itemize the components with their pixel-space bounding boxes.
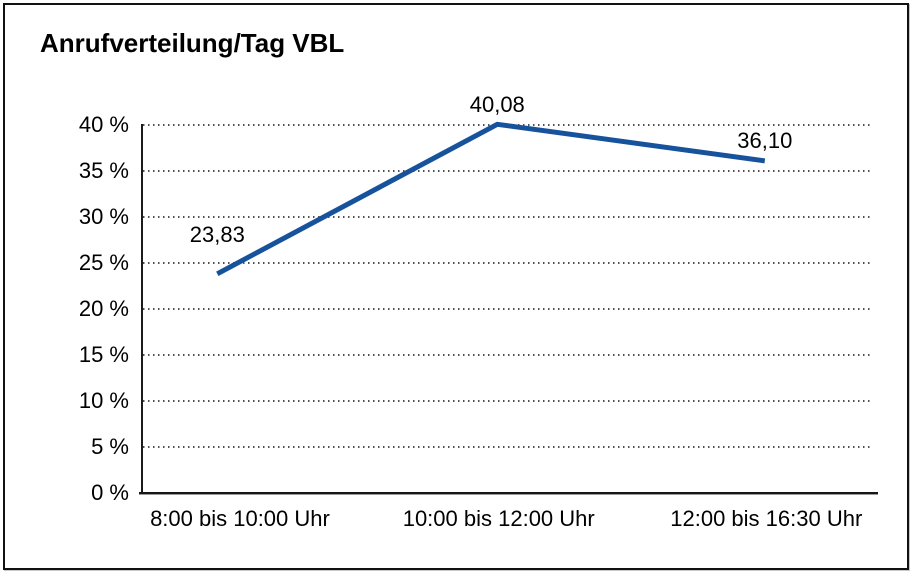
y-tick-label: 40 % (78, 112, 129, 137)
x-axis-line (139, 492, 878, 495)
x-tick-label: 8:00 bis 10:00 Uhr (150, 506, 330, 531)
chart-title: Anrufverteilung/Tag VBL (40, 28, 345, 58)
y-tick-label: 0 % (91, 480, 129, 505)
y-tick-label: 15 % (78, 342, 129, 367)
data-label: 36,10 (737, 127, 793, 153)
y-tick-label: 5 % (91, 434, 129, 459)
gridline (143, 400, 873, 402)
y-tick-label: 25 % (78, 250, 129, 275)
data-label: 40,08 (469, 92, 525, 118)
gridline (143, 170, 873, 172)
gridline (143, 216, 873, 218)
y-tick-label: 20 % (78, 296, 129, 321)
y-tick-label: 30 % (78, 204, 129, 229)
gridline (143, 308, 873, 310)
y-tick-label: 35 % (78, 158, 129, 183)
x-tick-label: 12:00 bis 16:30 Uhr (670, 506, 863, 531)
data-label: 23,83 (189, 221, 245, 247)
y-axis-line (141, 124, 143, 494)
x-tick-label: 10:00 bis 12:00 Uhr (402, 506, 595, 531)
gridline (143, 354, 873, 356)
series-line (216, 121, 766, 277)
y-tick-label: 10 % (78, 388, 129, 413)
gridline (143, 446, 873, 448)
gridline (143, 262, 873, 264)
